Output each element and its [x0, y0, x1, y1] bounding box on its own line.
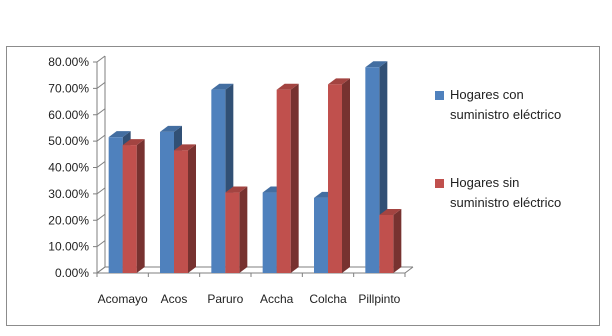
bar-side: [239, 186, 248, 273]
bar-top: [160, 125, 182, 132]
chart-bars: [108, 61, 402, 274]
y-tick-label: 20.00%: [48, 213, 89, 227]
bar-front: [328, 84, 342, 273]
bar-front: [379, 214, 394, 273]
bar-top: [174, 144, 196, 151]
x-tick-label: Pillpinto: [358, 292, 400, 306]
bar-top: [276, 83, 299, 90]
bar-front: [262, 192, 277, 273]
bar-front: [160, 131, 174, 273]
legend-swatch: [435, 179, 444, 188]
y-tick-depth: [96, 161, 106, 168]
x-tick-label: Paruro: [207, 292, 243, 306]
legend-label: suministro eléctrico: [450, 107, 561, 122]
x-tick-label: Acomayo: [98, 292, 148, 306]
y-axis-ticks: 0.00% 10.00% 20.00% 30.00% 40.00% 50.00% 60.00…: [48, 55, 106, 280]
legend-label: Hogares con: [450, 87, 524, 102]
legend-swatch: [435, 91, 444, 100]
bar-front: [174, 150, 188, 273]
bar-top: [328, 78, 350, 85]
legend-label: Hogares sin: [450, 175, 519, 190]
bar-sin-paruro: [225, 186, 248, 273]
bar-sin-acomayo: [122, 139, 145, 273]
y-tick-label: 50.00%: [48, 134, 89, 148]
chart-frame: 0.00% 10.00% 20.00% 30.00% 40.00% 50.00% 60.00…: [6, 46, 600, 326]
bar-side: [136, 139, 145, 273]
bar-side: [342, 78, 350, 273]
bar-sin-colcha: [328, 78, 350, 273]
y-tick-depth: [96, 81, 106, 89]
bar-side: [188, 144, 196, 273]
bar-top: [122, 139, 145, 146]
bar-sin-pillpinto: [379, 208, 402, 273]
bar-top: [108, 131, 131, 138]
bar-top: [365, 61, 388, 68]
y-tick-label: 10.00%: [48, 240, 89, 254]
legend-label: suministro eléctrico: [450, 195, 561, 210]
bar-side: [290, 83, 299, 273]
bar-chart: 0.00% 10.00% 20.00% 30.00% 40.00% 50.00% 60.00…: [48, 55, 561, 306]
bar-top: [225, 186, 248, 193]
y-tick-label: 60.00%: [48, 108, 89, 122]
y-tick-depth: [96, 55, 106, 63]
y-tick-depth: [96, 187, 106, 195]
y-tick-label: 40.00%: [48, 161, 89, 175]
y-tick-label: 30.00%: [48, 187, 89, 201]
y-tick-depth: [96, 134, 106, 142]
bar-front: [211, 89, 226, 273]
bar-front: [314, 197, 328, 273]
bar-side: [393, 208, 402, 273]
floor-right-edge: [404, 266, 414, 274]
y-tick-depth: [96, 266, 106, 274]
bar-front: [108, 137, 123, 273]
bar-top: [211, 83, 234, 90]
y-tick-depth: [96, 108, 106, 116]
y-tick-label: 70.00%: [48, 81, 89, 95]
bar-sin-acos: [174, 144, 196, 273]
y-tick-depth: [96, 213, 106, 221]
legend-item-con: Hogares con suministro eléctrico: [435, 87, 561, 122]
y-tick-label: 0.00%: [55, 266, 89, 280]
bar-sin-accha: [276, 83, 299, 273]
x-tick-label: Accha: [260, 292, 294, 306]
bar-front: [225, 192, 240, 273]
x-axis-ticks: Acomayo Acos Paruro Accha Colcha Pillpinto: [96, 273, 406, 306]
y-tick-label: 80.00%: [48, 55, 89, 69]
y-tick-depth: [96, 240, 106, 248]
bar-front: [276, 89, 291, 273]
x-tick-label: Acos: [161, 292, 188, 306]
bar-top: [379, 208, 402, 215]
bar-front: [365, 67, 380, 274]
bar-front: [122, 145, 137, 273]
x-tick-label: Colcha: [309, 292, 347, 306]
legend-item-sin: Hogares sin suministro eléctrico: [435, 175, 561, 210]
